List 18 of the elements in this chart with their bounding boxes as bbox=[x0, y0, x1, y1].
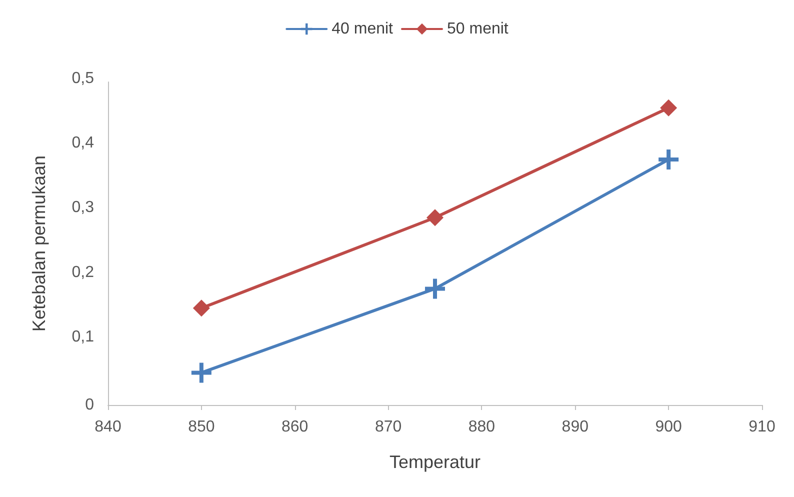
x-tick-label: 890 bbox=[562, 418, 589, 436]
y-tick-label: 0 bbox=[85, 396, 94, 414]
x-tick-label: 840 bbox=[94, 418, 122, 436]
y-tick-label: 0,3 bbox=[72, 199, 94, 216]
x-tick-label: 860 bbox=[282, 418, 308, 436]
y-axis-title: Ketebalan permukaan bbox=[29, 155, 49, 332]
x-axis-title: Temperatur bbox=[389, 452, 481, 472]
legend-label: 50 menit bbox=[447, 20, 509, 38]
x-tick-label: 900 bbox=[655, 418, 682, 436]
y-tick-label: 0,5 bbox=[72, 70, 94, 87]
x-tick-label: 870 bbox=[374, 418, 402, 436]
x-tick-label: 910 bbox=[748, 418, 776, 436]
x-tick-label: 850 bbox=[188, 418, 215, 436]
legend-label: 40 menit bbox=[332, 20, 394, 38]
y-tick-label: 0,4 bbox=[72, 134, 94, 152]
y-tick-label: 0,2 bbox=[72, 264, 94, 281]
y-tick-label: 0,1 bbox=[72, 328, 94, 346]
x-tick-label: 880 bbox=[468, 418, 496, 436]
